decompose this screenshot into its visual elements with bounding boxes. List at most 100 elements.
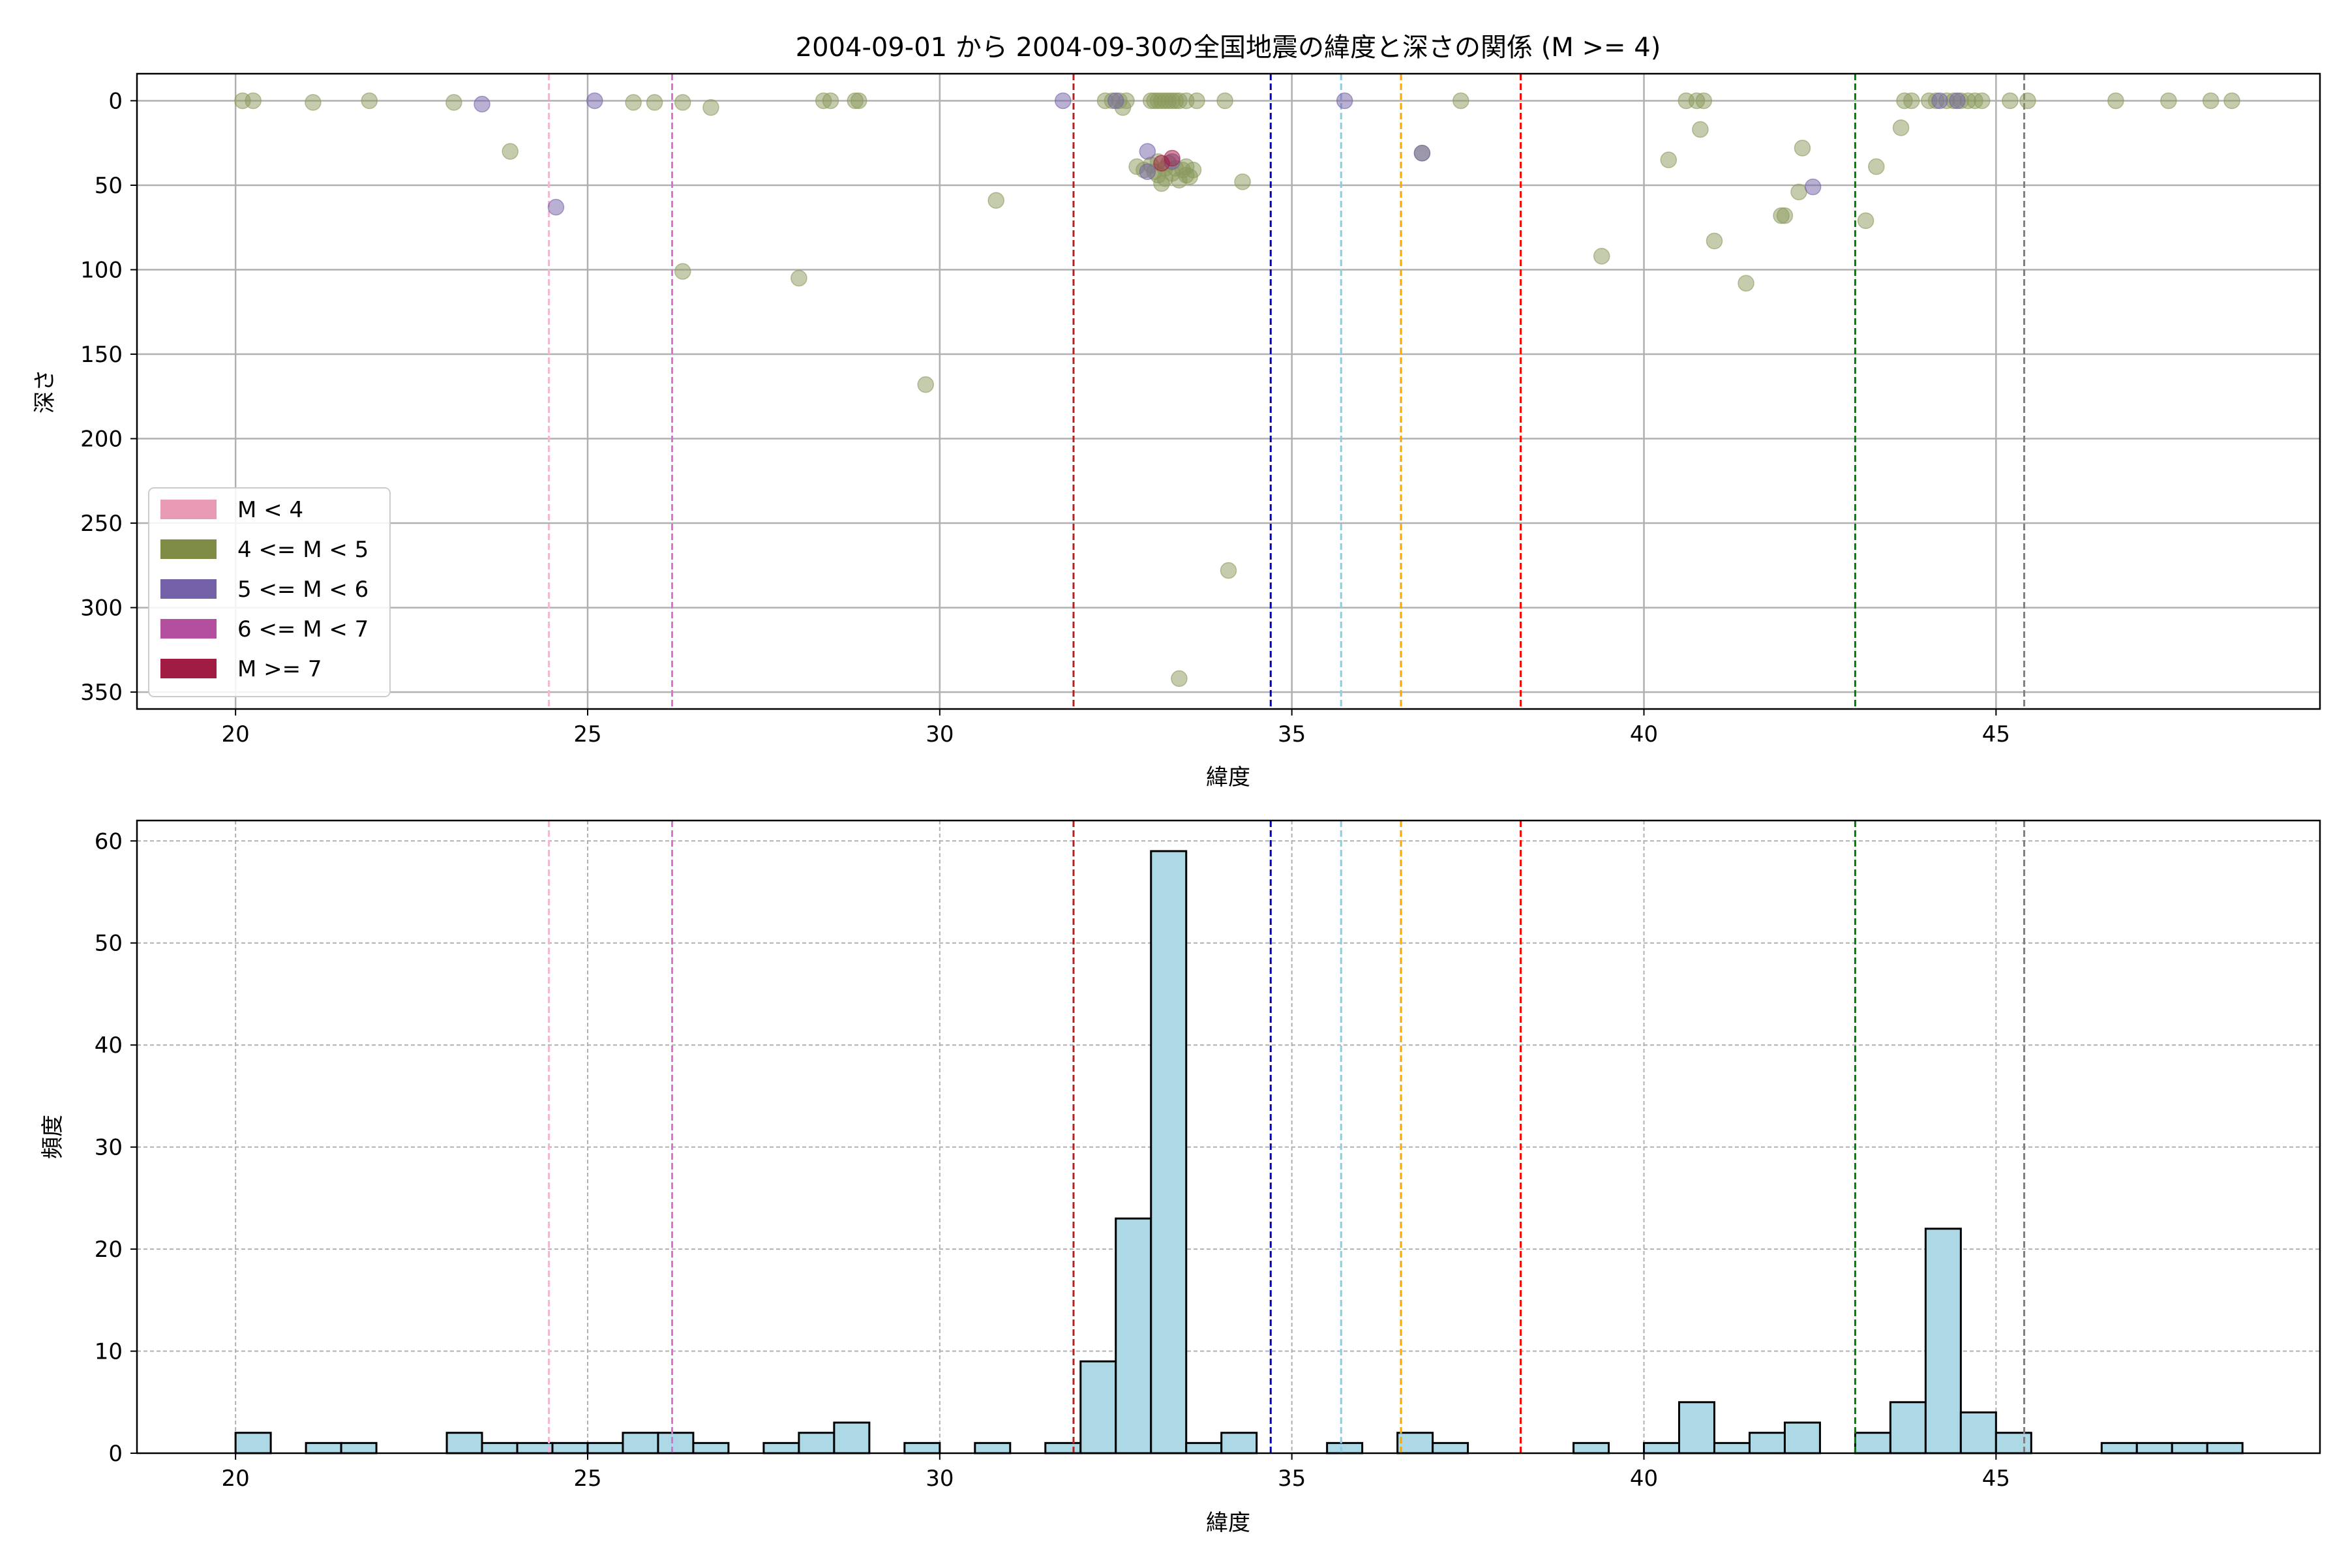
histogram-bar bbox=[1115, 1217, 1152, 1455]
histogram-y-ticks: 0 10 20 30 40 50 60 bbox=[95, 828, 137, 1467]
scatter-y-tick-label: 150 bbox=[80, 342, 123, 368]
histogram-bar bbox=[1079, 1360, 1117, 1455]
scatter-point bbox=[1776, 207, 1794, 224]
histogram-bar bbox=[798, 1432, 835, 1455]
histogram-bar bbox=[234, 1432, 272, 1455]
scatter-point bbox=[1184, 161, 1202, 179]
scatter-point bbox=[1804, 178, 1822, 196]
scatter-point bbox=[674, 94, 691, 111]
legend-label: M < 4 bbox=[237, 497, 303, 523]
histogram-x-tick-label: 20 bbox=[222, 1466, 250, 1492]
scatter-point bbox=[1903, 92, 1920, 110]
histogram-bar bbox=[551, 1441, 589, 1455]
histogram-bar bbox=[1044, 1441, 1082, 1455]
scatter-point bbox=[2107, 92, 2124, 110]
legend: M < 4 4 <= M < 5 5 <= M < 6 6 <= M < 7 M >= … bbox=[148, 487, 391, 697]
histogram-grid bbox=[137, 821, 2320, 1454]
legend-swatch bbox=[160, 619, 217, 639]
scatter-x-label: 緯度 bbox=[1206, 764, 1250, 791]
scatter-y-label: 深さ bbox=[32, 369, 58, 414]
scatter-reference-lines bbox=[548, 74, 2026, 709]
histogram-bar bbox=[445, 1432, 483, 1455]
scatter-x-tick-label: 20 bbox=[222, 721, 250, 747]
histogram-x-tick-label: 45 bbox=[1982, 1466, 2010, 1492]
histogram-y-tick-label: 20 bbox=[95, 1237, 123, 1263]
scatter-y-tick-label: 50 bbox=[95, 173, 123, 199]
histogram-bar bbox=[340, 1441, 378, 1455]
scatter-y-ticks: 0 50 100 150 200 250 300 350 bbox=[80, 88, 137, 706]
scatter-point bbox=[1139, 163, 1156, 180]
scatter-point bbox=[1234, 173, 1251, 190]
legend-label: 5 <= M < 6 bbox=[237, 577, 369, 603]
scatter-point bbox=[625, 94, 642, 111]
scatter-x-tick-label: 35 bbox=[1278, 721, 1306, 747]
scatter-point bbox=[702, 99, 719, 116]
scatter-point bbox=[646, 94, 663, 111]
histogram-bar bbox=[481, 1441, 519, 1455]
scatter-point bbox=[917, 376, 934, 393]
scatter-y-tick-label: 100 bbox=[80, 257, 123, 283]
scatter-point bbox=[987, 192, 1004, 209]
histogram-bar bbox=[2100, 1441, 2138, 1455]
scatter-point bbox=[1216, 92, 1233, 110]
scatter-point bbox=[1660, 151, 1678, 168]
histogram-bar bbox=[2206, 1441, 2244, 1455]
scatter-point bbox=[1413, 145, 1431, 162]
histogram-y-tick-label: 60 bbox=[95, 828, 123, 854]
histogram-bar bbox=[762, 1441, 800, 1455]
scatter-point bbox=[1706, 232, 1723, 250]
histogram-bar bbox=[657, 1432, 695, 1455]
histogram-y-tick-label: 0 bbox=[108, 1441, 123, 1467]
scatter-point bbox=[1931, 92, 1948, 110]
scatter-grid bbox=[137, 74, 2320, 709]
histogram-x-ticks: 20 25 30 35 40 45 bbox=[222, 1453, 2010, 1492]
histogram-bar bbox=[1185, 1441, 1223, 1455]
scatter-points bbox=[234, 92, 2240, 687]
scatter-point bbox=[1695, 92, 1713, 110]
histogram-bar bbox=[1573, 1441, 1610, 1455]
histogram-bar bbox=[692, 1441, 730, 1455]
scatter-point bbox=[2223, 92, 2240, 110]
scatter-point bbox=[2019, 92, 2036, 110]
scatter-point bbox=[1055, 92, 1072, 110]
scatter-point bbox=[2002, 92, 2019, 110]
scatter-point bbox=[2160, 92, 2177, 110]
scatter-point bbox=[1868, 158, 1885, 175]
scatter-point bbox=[502, 143, 519, 160]
legend-swatch bbox=[160, 579, 217, 599]
histogram-bar bbox=[1150, 850, 1188, 1455]
scatter-point bbox=[1220, 562, 1237, 579]
scatter-point bbox=[1593, 248, 1610, 265]
histogram-y-tick-label: 30 bbox=[95, 1135, 123, 1161]
histogram-bar bbox=[586, 1441, 624, 1455]
scatter-x-tick-label: 45 bbox=[1982, 721, 2010, 747]
legend-items: M < 4 4 <= M < 5 5 <= M < 6 6 <= M < 7 M >= … bbox=[160, 497, 369, 682]
scatter-point bbox=[1188, 92, 1205, 110]
histogram-bar bbox=[1924, 1228, 1962, 1455]
histogram-x-tick-label: 30 bbox=[926, 1466, 954, 1492]
scatter-point bbox=[1692, 121, 1709, 138]
histogram-axes-frame bbox=[136, 819, 2321, 1455]
histogram-bar bbox=[1396, 1432, 1434, 1455]
histogram-chart: 20 25 30 35 40 45 0 10 20 30 40 50 60 緯度 頻度 bbox=[40, 819, 2321, 1536]
histogram-bar bbox=[1678, 1401, 1715, 1455]
scatter-point bbox=[305, 94, 322, 111]
scatter-x-ticks: 20 25 30 35 40 45 bbox=[222, 709, 2010, 747]
histogram-bars bbox=[234, 850, 2244, 1455]
histogram-bar bbox=[833, 1421, 871, 1455]
scatter-y-tick-label: 300 bbox=[80, 596, 123, 622]
scatter-point bbox=[2202, 92, 2220, 110]
legend-swatch bbox=[160, 539, 217, 559]
scatter-x-tick-label: 40 bbox=[1630, 721, 1658, 747]
histogram-y-tick-label: 10 bbox=[95, 1339, 123, 1365]
scatter-y-tick-label: 200 bbox=[80, 427, 123, 453]
histogram-bar bbox=[974, 1441, 1012, 1455]
scatter-point bbox=[822, 92, 839, 110]
histogram-bar bbox=[1783, 1421, 1821, 1455]
legend-label: 4 <= M < 5 bbox=[237, 537, 369, 563]
scatter-point bbox=[1738, 275, 1754, 292]
scatter-point bbox=[674, 263, 691, 280]
scatter-axes-frame bbox=[136, 72, 2321, 710]
legend-swatch bbox=[160, 659, 217, 678]
